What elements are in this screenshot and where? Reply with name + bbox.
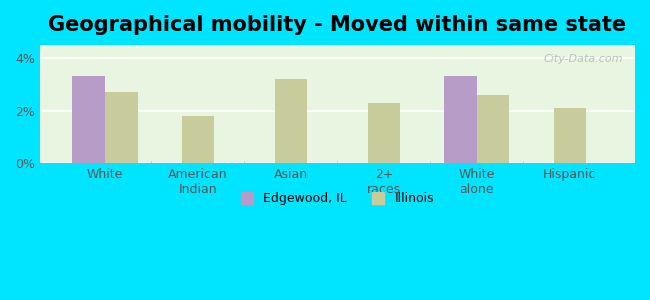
Bar [445, 76, 477, 163]
Bar [72, 76, 105, 163]
Bar [477, 95, 510, 163]
Legend: Edgewood, IL, Illinois: Edgewood, IL, Illinois [236, 187, 439, 210]
Bar [368, 103, 400, 163]
Bar [105, 92, 138, 163]
Bar [554, 108, 586, 163]
Bar [275, 79, 307, 163]
Text: City-Data.com: City-Data.com [543, 54, 623, 64]
Bar [181, 116, 214, 163]
Title: Geographical mobility - Moved within same state: Geographical mobility - Moved within sam… [48, 15, 627, 35]
